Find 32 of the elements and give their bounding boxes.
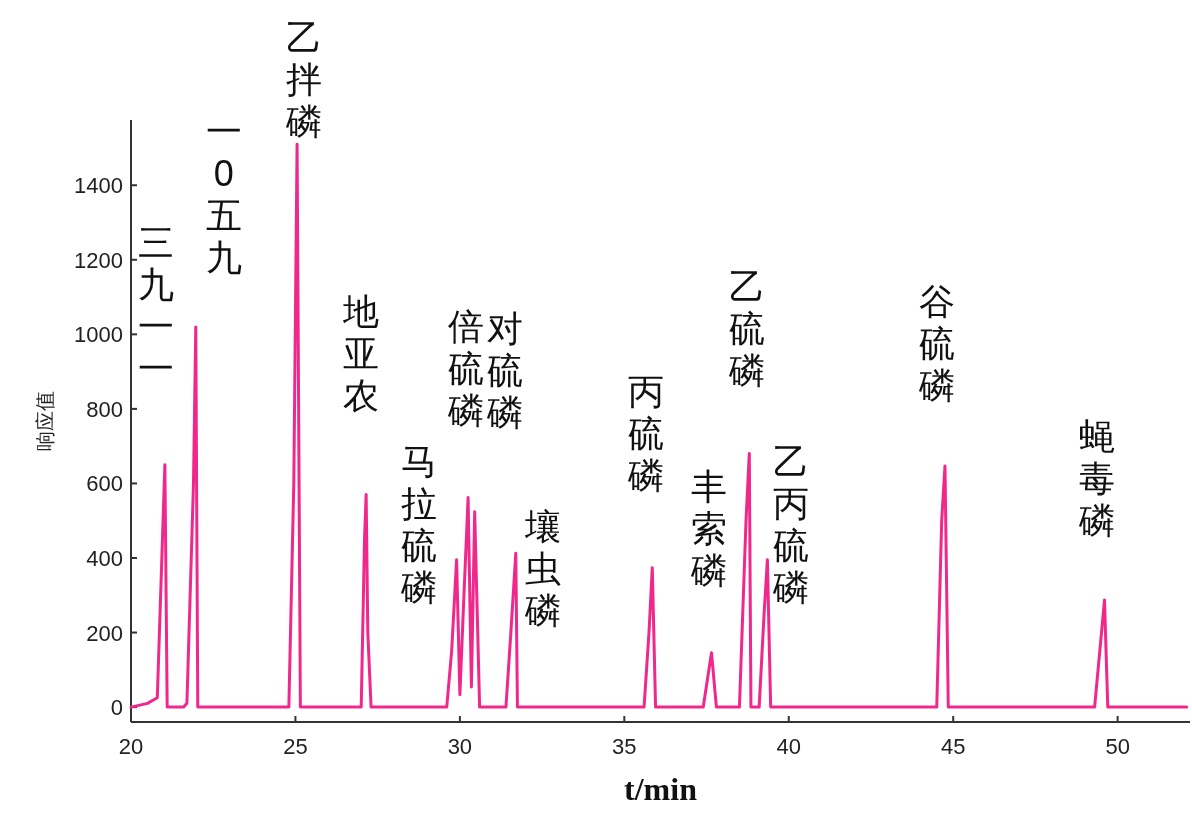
annotation: 马拉硫磷 xyxy=(399,440,437,608)
x-tick-label: 20 xyxy=(118,734,144,759)
annotation: 乙丙硫磷 xyxy=(772,440,810,608)
y-tick-label: 1200 xyxy=(74,247,123,273)
x-tick-label: 50 xyxy=(1105,734,1130,759)
y-tick-label: 1400 xyxy=(74,173,123,199)
x-tick-label: 45 xyxy=(940,734,966,759)
y-tick-label: 600 xyxy=(86,471,123,497)
annotation: 乙拌磷 xyxy=(285,17,323,143)
annotation: 蝇毒磷 xyxy=(1078,416,1116,542)
x-tick-label: 40 xyxy=(776,734,802,759)
annotation: 三九一一 xyxy=(137,221,174,389)
y-tick-label: 200 xyxy=(86,620,123,646)
annotation: 乙硫磷 xyxy=(728,265,766,391)
annotation: 倍硫磷 xyxy=(447,305,485,431)
x-tick-label: 25 xyxy=(283,734,308,759)
annotation: 丙硫磷 xyxy=(627,370,665,496)
y-axis-title: 响应值 xyxy=(34,391,56,451)
y-tick-label: 0 xyxy=(110,695,123,721)
annotation: 地亚农 xyxy=(342,290,380,416)
x-axis-title: t/min xyxy=(624,771,698,807)
annotation: 对硫磷 xyxy=(485,307,523,433)
annotation: 丰索磷 xyxy=(690,465,728,591)
annotation: 谷硫磷 xyxy=(917,280,955,406)
x-tick-label: 30 xyxy=(447,734,473,759)
y-tick-label: 400 xyxy=(86,545,123,571)
y-tick-label: 800 xyxy=(86,396,123,422)
x-tick-label: 35 xyxy=(612,734,637,759)
annotation: 壤虫磷 xyxy=(523,506,561,632)
y-tick-label: 1000 xyxy=(74,322,123,348)
annotation: 一0五九 xyxy=(205,110,242,278)
line-series xyxy=(129,142,1189,709)
